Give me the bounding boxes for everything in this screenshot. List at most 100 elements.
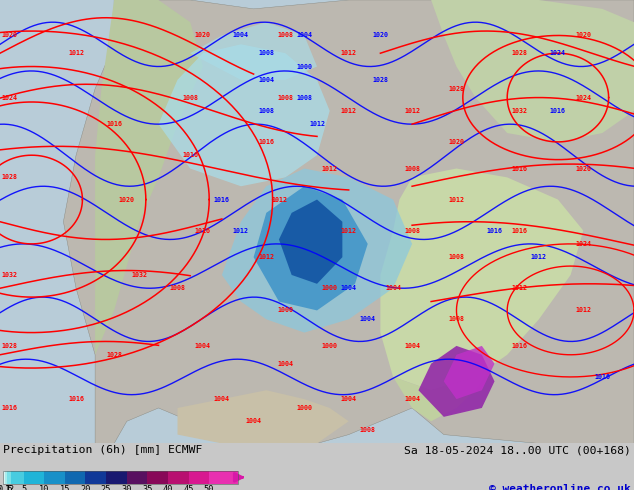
Bar xyxy=(127,471,147,484)
Text: 1004: 1004 xyxy=(385,285,401,291)
Text: 20: 20 xyxy=(81,486,91,490)
Text: 1028: 1028 xyxy=(1,174,18,180)
Text: 0.5: 0.5 xyxy=(0,486,13,490)
Text: 1016: 1016 xyxy=(106,121,122,127)
Text: 40: 40 xyxy=(163,486,173,490)
Bar xyxy=(7,471,11,484)
Bar xyxy=(3,471,5,484)
Text: 1004: 1004 xyxy=(404,396,420,402)
Text: 1008: 1008 xyxy=(448,254,465,260)
Text: Precipitation (6h) [mm] ECMWF: Precipitation (6h) [mm] ECMWF xyxy=(3,445,202,456)
Text: 1004: 1004 xyxy=(214,396,230,402)
Polygon shape xyxy=(418,346,495,417)
Text: 1016: 1016 xyxy=(486,227,503,234)
Text: 1020: 1020 xyxy=(1,32,18,39)
Text: 1012: 1012 xyxy=(321,166,338,171)
Text: 1008: 1008 xyxy=(359,427,376,433)
Bar xyxy=(147,471,168,484)
Bar xyxy=(168,471,188,484)
Text: 1020: 1020 xyxy=(575,166,592,171)
Text: 35: 35 xyxy=(142,486,153,490)
Polygon shape xyxy=(380,333,507,421)
Text: 1016: 1016 xyxy=(550,108,566,114)
Text: 1016: 1016 xyxy=(195,227,211,234)
Text: 1016: 1016 xyxy=(258,139,275,145)
Text: 1008: 1008 xyxy=(258,108,275,114)
Bar xyxy=(65,471,86,484)
Text: 10: 10 xyxy=(39,486,49,490)
Text: 1012: 1012 xyxy=(68,50,84,56)
Text: 1008: 1008 xyxy=(182,95,198,100)
Text: 15: 15 xyxy=(60,486,70,490)
Text: 1028: 1028 xyxy=(372,77,389,83)
Polygon shape xyxy=(190,22,317,80)
Text: 1024: 1024 xyxy=(575,241,592,247)
Text: 1016: 1016 xyxy=(512,343,528,349)
Text: 1004: 1004 xyxy=(258,77,275,83)
Text: 1012: 1012 xyxy=(340,227,357,234)
Text: 1020: 1020 xyxy=(448,139,465,145)
Text: 1004: 1004 xyxy=(404,343,420,349)
Bar xyxy=(23,471,44,484)
Text: 1020: 1020 xyxy=(372,32,389,39)
Text: 1012: 1012 xyxy=(448,196,465,202)
Text: 1016: 1016 xyxy=(182,152,198,158)
Text: 2: 2 xyxy=(9,486,14,490)
Text: 1012: 1012 xyxy=(575,307,592,314)
Text: 1024: 1024 xyxy=(575,95,592,100)
Text: 1004: 1004 xyxy=(233,32,249,39)
Text: 1008: 1008 xyxy=(258,50,275,56)
Text: 5: 5 xyxy=(21,486,26,490)
Text: 30: 30 xyxy=(122,486,132,490)
Text: 1000: 1000 xyxy=(296,405,313,411)
Text: 1004: 1004 xyxy=(359,316,376,322)
Polygon shape xyxy=(380,169,583,390)
Text: 25: 25 xyxy=(101,486,112,490)
Polygon shape xyxy=(95,0,203,355)
Polygon shape xyxy=(279,199,342,284)
Bar xyxy=(5,471,7,484)
Text: 1020: 1020 xyxy=(575,32,592,39)
Text: 1004: 1004 xyxy=(245,418,262,424)
Bar xyxy=(188,471,209,484)
Bar xyxy=(11,471,23,484)
Bar xyxy=(209,471,238,484)
Bar xyxy=(44,471,65,484)
Text: 1012: 1012 xyxy=(531,254,547,260)
Polygon shape xyxy=(158,44,330,186)
Text: 1012: 1012 xyxy=(340,50,357,56)
Text: 1008: 1008 xyxy=(404,166,420,171)
Text: 1012: 1012 xyxy=(258,254,275,260)
Text: 1008: 1008 xyxy=(169,285,186,291)
Text: 1032: 1032 xyxy=(1,272,18,278)
Text: 1028: 1028 xyxy=(512,50,528,56)
Text: 1016: 1016 xyxy=(1,405,18,411)
Text: 1016: 1016 xyxy=(512,166,528,171)
Text: 45: 45 xyxy=(183,486,194,490)
Text: 1004: 1004 xyxy=(296,32,313,39)
Text: 1012: 1012 xyxy=(512,285,528,291)
Text: 1028: 1028 xyxy=(1,343,18,349)
Text: 0.1: 0.1 xyxy=(0,486,11,490)
Text: 1008: 1008 xyxy=(404,227,420,234)
Text: 1000: 1000 xyxy=(321,285,338,291)
Text: 1032: 1032 xyxy=(131,272,148,278)
Text: 1004: 1004 xyxy=(277,361,294,367)
Text: Sa 18-05-2024 18..00 UTC (00+168): Sa 18-05-2024 18..00 UTC (00+168) xyxy=(404,445,631,456)
Polygon shape xyxy=(254,186,368,311)
Text: 1004: 1004 xyxy=(195,343,211,349)
Text: 1012: 1012 xyxy=(233,227,249,234)
Text: 1028: 1028 xyxy=(106,352,122,358)
Bar xyxy=(106,471,127,484)
Bar xyxy=(3,471,238,484)
Text: 1: 1 xyxy=(4,486,10,490)
Polygon shape xyxy=(178,390,349,443)
Text: 1012: 1012 xyxy=(271,196,287,202)
Text: 1008: 1008 xyxy=(277,32,294,39)
Text: 1012: 1012 xyxy=(309,121,325,127)
Text: 1020: 1020 xyxy=(119,196,135,202)
Text: 1008: 1008 xyxy=(448,316,465,322)
Text: 1024: 1024 xyxy=(1,95,18,100)
Text: 1000: 1000 xyxy=(296,64,313,70)
Text: 1016: 1016 xyxy=(214,196,230,202)
